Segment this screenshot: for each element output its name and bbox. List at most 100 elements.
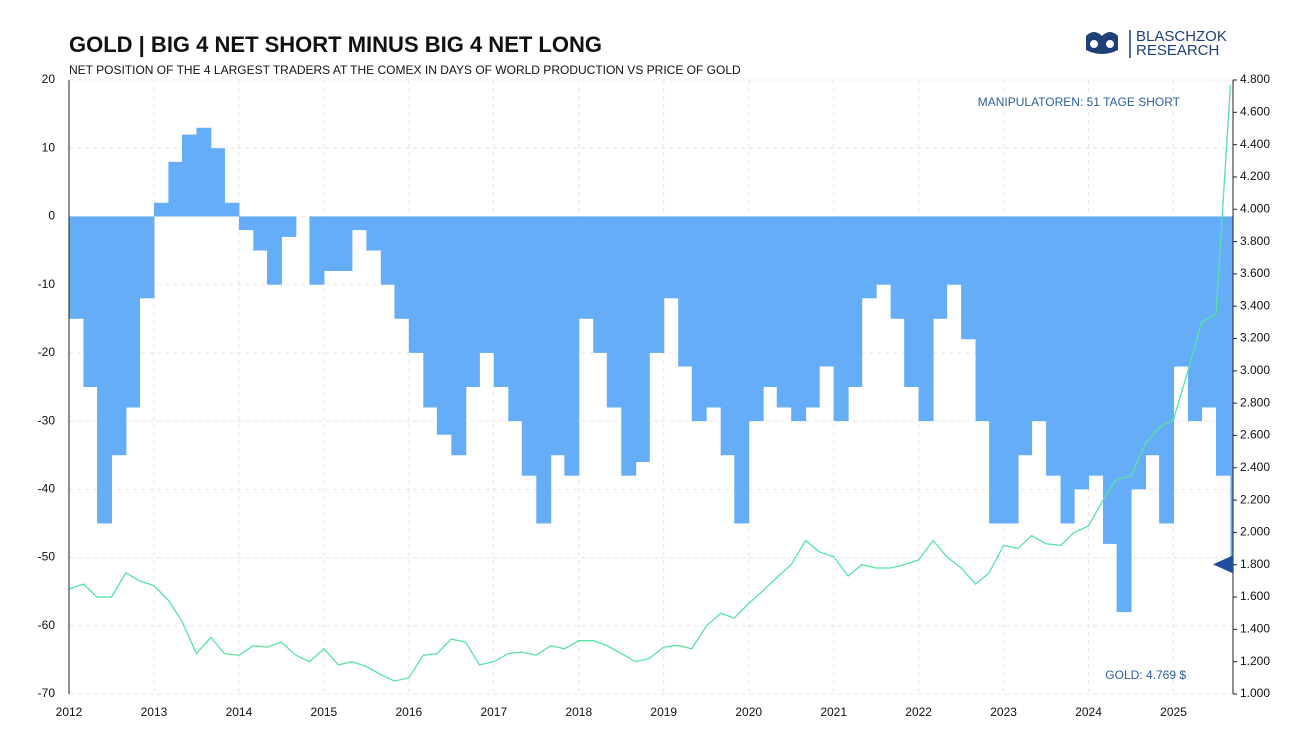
y-tick-label: -30: [38, 413, 56, 427]
y2-tick-label: 4.200: [1240, 169, 1270, 183]
bar: [139, 216, 155, 299]
annotation: MANIPULATOREN: 51 TAGE SHORT: [978, 95, 1181, 109]
bar: [380, 216, 395, 285]
bar: [1003, 216, 1019, 524]
logo-text: BLASCHZOK: [1136, 28, 1227, 45]
y-tick-label: -50: [38, 550, 56, 564]
bar: [848, 216, 863, 387]
bar: [1173, 216, 1189, 367]
bar: [366, 216, 382, 251]
bar: [238, 216, 254, 231]
y2-tick-label: 2.800: [1240, 395, 1270, 409]
bar: [805, 216, 820, 408]
x-tick-label: 2022: [905, 705, 932, 719]
bar: [1201, 216, 1217, 408]
x-tick-label: 2014: [226, 705, 253, 719]
bar: [309, 216, 325, 285]
y-tick-label: 0: [48, 209, 55, 223]
x-tick-label: 2024: [1075, 705, 1102, 719]
logo: BLASCHZOK RESEARCH: [1086, 28, 1227, 59]
bar: [1060, 216, 1075, 524]
bar: [111, 216, 127, 456]
y2-tick-label: 3.800: [1240, 234, 1270, 248]
bar: [918, 216, 934, 422]
bar: [649, 216, 665, 353]
bar: [933, 216, 948, 319]
bar: [1088, 216, 1104, 476]
bar: [833, 216, 849, 422]
bar: [338, 216, 353, 272]
bar: [550, 216, 565, 456]
logo-icon: [1106, 40, 1114, 48]
chart-subtitle: NET POSITION OF THE 4 LARGEST TRADERS AT…: [69, 63, 741, 77]
bar: [69, 216, 84, 319]
bar: [493, 216, 509, 387]
bar: [678, 216, 693, 367]
y2-tick-label: 3.600: [1240, 266, 1270, 280]
bar: [168, 161, 183, 217]
bar: [351, 216, 367, 231]
bar: [423, 216, 438, 408]
bar: [451, 216, 467, 456]
y2-tick-label: 3.000: [1240, 363, 1270, 377]
bar: [281, 216, 297, 237]
y2-tick-label: 1.000: [1240, 686, 1270, 700]
x-tick-label: 2018: [565, 705, 592, 719]
bar: [635, 216, 650, 463]
bar: [1103, 216, 1118, 544]
bar: [479, 216, 495, 353]
y-tick-label: 20: [42, 72, 56, 86]
bar: [394, 216, 410, 319]
price-line: [69, 84, 1232, 682]
bar: [593, 216, 608, 353]
bar: [521, 216, 537, 476]
y-tick-label: -40: [38, 482, 56, 496]
bar: [876, 216, 892, 285]
x-tick-label: 2019: [650, 705, 677, 719]
bar: [1074, 216, 1090, 490]
bar: [961, 216, 977, 340]
bar: [1187, 216, 1203, 422]
bar: [763, 216, 778, 387]
bar: [182, 134, 197, 217]
bar: [436, 216, 452, 435]
annotation: GOLD: 4.769 $: [1105, 668, 1186, 682]
y2-tick-label: 1.400: [1240, 622, 1270, 636]
bar: [1230, 216, 1233, 565]
bar: [253, 216, 268, 251]
bar: [946, 216, 962, 285]
bar: [606, 216, 622, 408]
bar: [465, 216, 480, 387]
logo-icon: [1090, 40, 1098, 48]
bar: [125, 216, 141, 408]
bar: [819, 216, 835, 367]
bar: [989, 216, 1005, 524]
y2-tick-label: 4.000: [1240, 201, 1270, 215]
y-tick-label: -10: [38, 277, 56, 291]
bar: [861, 216, 877, 299]
bar: [83, 216, 98, 387]
bar: [210, 148, 225, 217]
y-tick-label: -20: [38, 345, 56, 359]
bar: [1216, 216, 1231, 476]
y2-tick-label: 2.200: [1240, 492, 1270, 506]
bar: [536, 216, 552, 524]
bar: [1116, 216, 1132, 613]
bar: [1018, 216, 1033, 456]
y2-tick-label: 2.600: [1240, 428, 1270, 442]
y-tick-label: -70: [38, 686, 56, 700]
bar: [1159, 216, 1175, 524]
y2-tick-label: 1.200: [1240, 654, 1270, 668]
bar: [224, 202, 240, 217]
latest-marker: [1213, 555, 1233, 574]
bar: [663, 216, 679, 299]
logo-text: RESEARCH: [1136, 42, 1219, 59]
bar: [196, 127, 212, 217]
y2-tick-label: 1.600: [1240, 589, 1270, 603]
bar: [323, 216, 339, 272]
x-tick-label: 2025: [1160, 705, 1187, 719]
bar: [1031, 216, 1047, 422]
y2-tick-label: 4.800: [1240, 72, 1270, 86]
y2-tick-label: 4.600: [1240, 104, 1270, 118]
